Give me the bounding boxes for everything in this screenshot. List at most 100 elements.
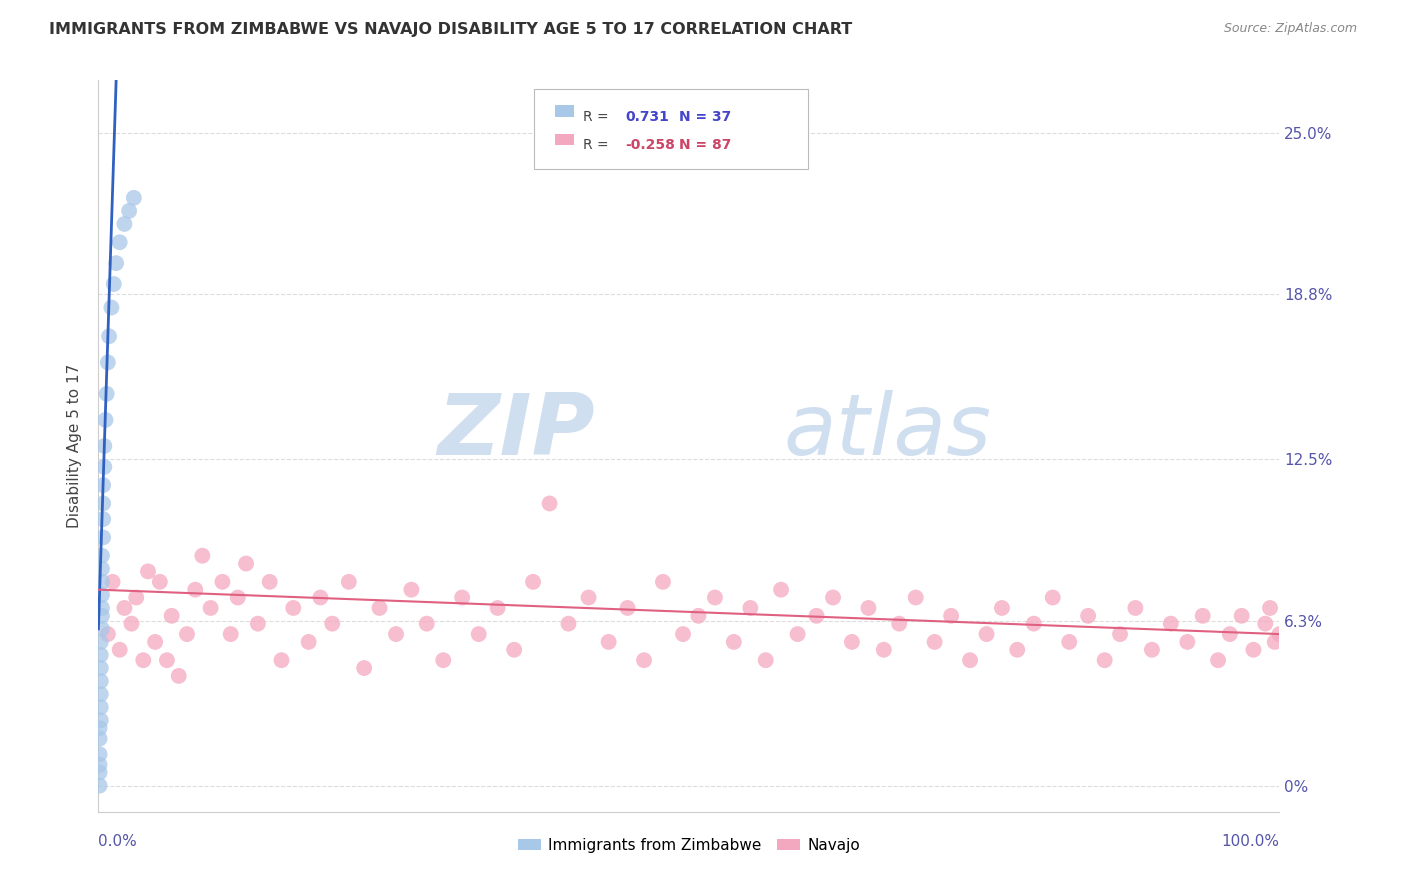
Text: 100.0%: 100.0%: [1222, 834, 1279, 848]
Point: [112, 601, 135, 615]
Point: [522, 574, 544, 589]
Point: [108, 642, 131, 657]
Text: N = 37: N = 37: [679, 110, 731, 124]
Point: [1254, 616, 1277, 631]
Point: [616, 601, 638, 615]
Point: [538, 496, 561, 510]
Point: [1007, 642, 1029, 657]
Point: [91, 588, 114, 602]
Point: [385, 627, 408, 641]
Point: [1219, 627, 1241, 641]
Text: -0.258: -0.258: [626, 138, 675, 153]
Point: [959, 653, 981, 667]
Point: [89, 757, 111, 772]
Point: [1140, 642, 1163, 657]
Point: [259, 574, 281, 589]
Point: [1022, 616, 1045, 631]
Point: [136, 565, 159, 579]
Text: 0.731: 0.731: [626, 110, 669, 124]
Point: [1243, 642, 1265, 657]
Point: [1268, 627, 1291, 641]
Point: [184, 582, 207, 597]
Point: [770, 582, 793, 597]
Point: [991, 601, 1014, 615]
Text: 0.0%: 0.0%: [98, 834, 138, 848]
Point: [578, 591, 600, 605]
Point: [703, 591, 725, 605]
Point: [93, 459, 115, 474]
Point: [1264, 635, 1286, 649]
Point: [298, 635, 321, 649]
Point: [723, 635, 745, 649]
Point: [755, 653, 778, 667]
Point: [96, 386, 118, 401]
Point: [353, 661, 375, 675]
Point: [806, 608, 828, 623]
Point: [889, 616, 911, 631]
Point: [112, 217, 135, 231]
Point: [98, 329, 121, 343]
Point: [91, 622, 114, 636]
Point: [90, 635, 112, 649]
Point: [1125, 601, 1147, 615]
Point: [283, 601, 305, 615]
Text: IMMIGRANTS FROM ZIMBABWE VS NAVAJO DISABILITY AGE 5 TO 17 CORRELATION CHART: IMMIGRANTS FROM ZIMBABWE VS NAVAJO DISAB…: [49, 22, 852, 37]
Point: [1206, 653, 1229, 667]
Point: [1230, 608, 1253, 623]
Point: [1077, 608, 1099, 623]
Point: [337, 574, 360, 589]
Point: [108, 235, 131, 250]
Point: [1057, 635, 1080, 649]
Point: [91, 530, 114, 544]
Point: [100, 301, 122, 315]
Point: [91, 608, 114, 623]
Point: [786, 627, 808, 641]
Point: [486, 601, 509, 615]
Point: [191, 549, 214, 563]
Point: [89, 779, 111, 793]
Point: [160, 608, 183, 623]
Point: [432, 653, 454, 667]
Point: [416, 616, 439, 631]
Point: [89, 747, 111, 762]
Point: [156, 653, 179, 667]
Point: [1109, 627, 1132, 641]
Point: [89, 731, 111, 746]
Point: [1175, 635, 1198, 649]
Text: Source: ZipAtlas.com: Source: ZipAtlas.com: [1223, 22, 1357, 36]
Point: [143, 635, 166, 649]
Point: [858, 601, 880, 615]
Point: [976, 627, 998, 641]
Point: [91, 562, 114, 576]
Point: [89, 721, 111, 735]
Point: [309, 591, 332, 605]
Text: atlas: atlas: [783, 390, 991, 473]
Point: [1191, 608, 1213, 623]
Point: [91, 478, 114, 492]
Point: [1094, 653, 1116, 667]
Point: [904, 591, 927, 605]
Point: [821, 591, 844, 605]
Point: [90, 648, 112, 662]
Point: [652, 574, 675, 589]
Point: [89, 765, 111, 780]
Point: [467, 627, 489, 641]
Point: [226, 591, 249, 605]
Point: [401, 582, 423, 597]
Point: [91, 496, 114, 510]
Point: [91, 601, 114, 615]
Point: [176, 627, 198, 641]
Point: [125, 591, 148, 605]
Point: [103, 277, 125, 291]
Point: [167, 669, 190, 683]
Point: [211, 574, 233, 589]
Point: [90, 674, 112, 689]
Point: [97, 355, 120, 369]
Point: [132, 653, 155, 667]
Point: [939, 608, 962, 623]
Point: [90, 661, 112, 675]
Point: [841, 635, 863, 649]
Point: [924, 635, 946, 649]
Point: [90, 714, 112, 728]
Text: ZIP: ZIP: [437, 390, 595, 473]
